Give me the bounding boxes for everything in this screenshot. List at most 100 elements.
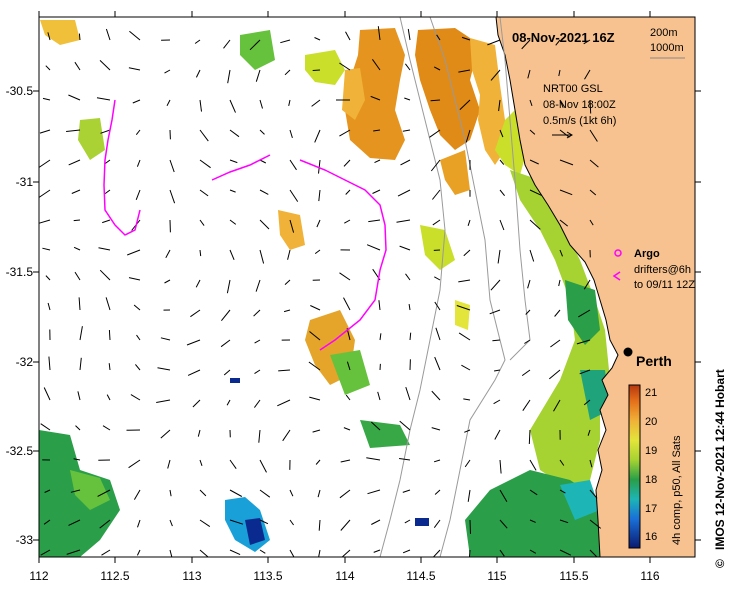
current-vector xyxy=(289,189,299,202)
current-vector xyxy=(128,67,141,71)
current-source-label: NRT00 GSL xyxy=(543,83,603,95)
current-vector xyxy=(104,189,111,195)
current-vector xyxy=(377,391,381,401)
current-vector xyxy=(39,219,51,224)
current-vector xyxy=(199,189,209,197)
plot-frame xyxy=(38,16,696,558)
current-vector xyxy=(39,159,51,168)
current-vector xyxy=(44,489,51,493)
x-tick-label: 114.5 xyxy=(406,569,435,583)
current-vector xyxy=(461,364,471,371)
x-tick-label: 115 xyxy=(487,569,506,583)
current-vector xyxy=(558,279,561,287)
current-vector xyxy=(339,129,351,137)
current-vector xyxy=(73,219,81,222)
current-vector xyxy=(129,30,141,41)
current-vector xyxy=(223,369,231,376)
current-vector xyxy=(199,99,202,112)
current-vector xyxy=(309,331,321,341)
current-vector xyxy=(578,309,591,318)
current-vector xyxy=(135,129,141,136)
current-vector xyxy=(555,39,561,46)
current-vector xyxy=(559,519,569,524)
current-vector xyxy=(289,489,294,497)
current-vector xyxy=(314,249,321,255)
current-vector xyxy=(223,39,231,49)
colorbar-tick: 20 xyxy=(645,416,657,428)
credit-label: IMOS 12-Nov-2021 12:44 Hobart xyxy=(713,369,727,550)
current-vector xyxy=(314,129,321,143)
y-tick-label: -32 xyxy=(16,355,34,369)
current-vector xyxy=(499,519,508,529)
current-vector xyxy=(316,219,321,228)
current-vector xyxy=(399,458,411,461)
current-vector xyxy=(315,459,321,465)
current-vector xyxy=(259,519,269,525)
current-vector xyxy=(309,396,321,401)
current-vector xyxy=(135,364,141,371)
current-vector xyxy=(529,489,538,496)
current-vector xyxy=(343,159,351,167)
current-vector xyxy=(314,37,321,41)
current-vector xyxy=(199,219,205,226)
current-vector xyxy=(282,429,291,442)
current-vector xyxy=(39,189,51,199)
current-vector xyxy=(164,279,171,284)
current-vector xyxy=(39,129,51,134)
current-vector xyxy=(45,65,51,71)
current-vector xyxy=(340,459,351,463)
current-vector xyxy=(576,339,591,345)
current-scale-label: 0.5m/s (1kt 6h) xyxy=(543,115,616,127)
current-vector xyxy=(464,429,471,433)
current-vector xyxy=(132,99,141,104)
current-vector xyxy=(312,69,321,71)
drifter-legend-icon xyxy=(612,271,621,281)
current-vector xyxy=(226,279,231,294)
current-vector xyxy=(405,386,411,401)
current-vector xyxy=(106,394,111,401)
current-vector xyxy=(136,334,141,341)
current-vector xyxy=(289,219,295,233)
current-vector xyxy=(259,549,266,554)
current-vector xyxy=(226,399,231,406)
current-vector xyxy=(220,339,231,348)
current-vector xyxy=(527,69,531,79)
current-vector xyxy=(128,459,141,469)
current-vector xyxy=(583,39,591,45)
current-vector xyxy=(458,69,471,73)
current-vector xyxy=(399,245,411,251)
current-vector xyxy=(497,249,501,264)
current-vector xyxy=(169,189,176,204)
current-vector xyxy=(99,60,111,71)
current-vector xyxy=(433,459,441,463)
current-vector xyxy=(589,489,598,499)
current-vector xyxy=(167,459,171,469)
current-vector xyxy=(249,39,261,51)
current-vector xyxy=(434,276,441,281)
current-vector xyxy=(559,549,572,556)
current-vector xyxy=(258,429,261,443)
current-vector xyxy=(429,129,441,138)
current-vector xyxy=(372,189,381,194)
current-vector xyxy=(195,69,201,78)
current-vector xyxy=(589,159,599,168)
current-vector xyxy=(229,249,235,260)
current-vector xyxy=(370,421,381,431)
current-vector xyxy=(527,279,531,289)
current-vector xyxy=(499,549,505,557)
current-vector xyxy=(199,489,207,497)
current-vector xyxy=(68,94,81,101)
current-vector xyxy=(284,69,291,76)
current-vector xyxy=(529,219,541,230)
current-vector xyxy=(78,33,81,41)
current-vector xyxy=(463,398,471,401)
current-vector xyxy=(434,489,441,495)
current-vector xyxy=(492,339,501,342)
current-vector xyxy=(199,159,211,169)
current-vector xyxy=(402,549,411,554)
current-vector xyxy=(396,219,411,223)
current-vector xyxy=(559,219,569,227)
current-vector xyxy=(490,279,501,291)
copyright-symbol: © xyxy=(713,559,727,568)
contour-label-1000m: 1000m xyxy=(650,42,684,54)
